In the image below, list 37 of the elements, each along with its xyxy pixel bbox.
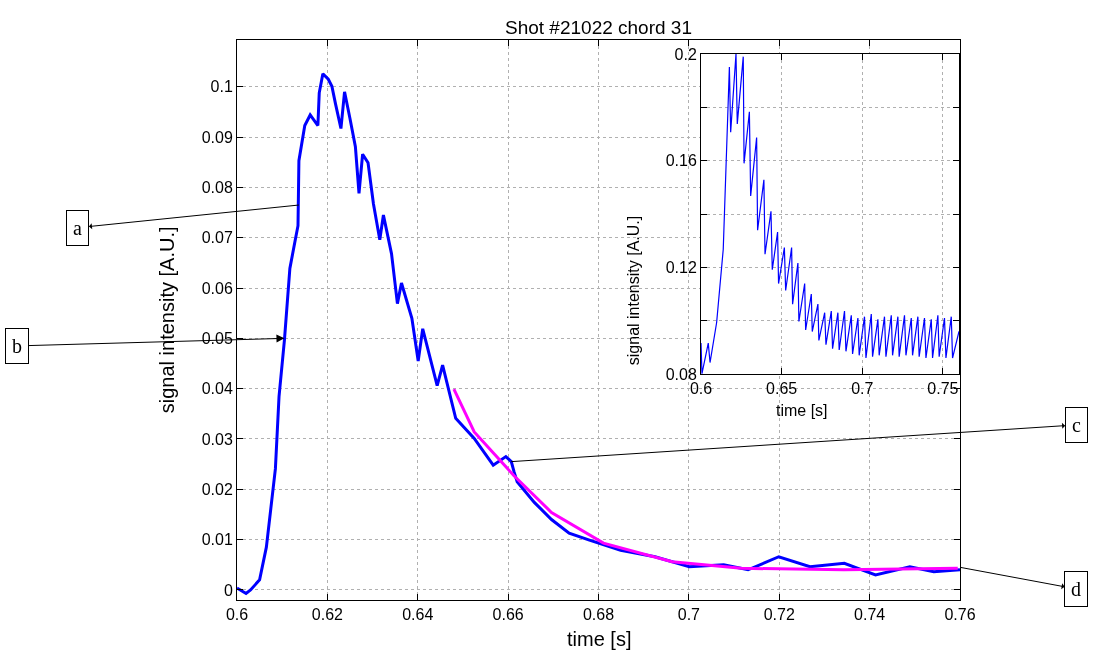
- y-tick-label: 0.04: [201, 380, 233, 398]
- y-tick-label: 0.08: [201, 179, 233, 197]
- x-tick-label: 0.75: [927, 380, 959, 398]
- x-tick-label: 0.74: [854, 606, 886, 624]
- x-tick-label: 0.6: [689, 380, 713, 398]
- y-tick-label: 0.09: [201, 128, 233, 146]
- y-tick-label: 0.08: [665, 365, 697, 383]
- annotation: b: [12, 335, 22, 357]
- y-tick-label: 0.07: [201, 229, 233, 247]
- x-axis-title: time [s]: [776, 402, 828, 419]
- x-tick-label: 0.76: [944, 606, 976, 624]
- x-tick-label: 0.72: [763, 606, 795, 624]
- annotation: d: [1071, 578, 1081, 600]
- x-tick-label: 0.7: [851, 380, 874, 398]
- x-tick-label: 0.66: [492, 606, 524, 624]
- x-tick-label: 0.6: [225, 606, 249, 624]
- annotation: a: [73, 217, 82, 239]
- y-tick-label: 0.01: [201, 531, 233, 549]
- line-series: [237, 72, 960, 595]
- x-tick-label: 0.65: [766, 380, 798, 398]
- x-tick-label: 0.68: [582, 606, 615, 624]
- x-tick-label: 0.7: [677, 606, 701, 624]
- y-tick-label: 0.12: [665, 258, 697, 276]
- x-axis-title: time [s]: [567, 628, 632, 650]
- x-tick-label: 0.62: [311, 606, 344, 624]
- chart-title: Shot #21022 chord 31: [505, 17, 692, 38]
- y-tick-label: 0.06: [201, 279, 233, 297]
- y-tick-label: 0.1: [210, 78, 233, 96]
- y-tick-label: 0.02: [201, 480, 233, 498]
- x-tick-label: 0.64: [402, 606, 434, 624]
- y-tick-label: 0.03: [201, 430, 233, 448]
- y-tick-label: 0.2: [674, 45, 697, 63]
- y-tick-label: 0: [223, 581, 233, 599]
- annotation: c: [1072, 414, 1081, 436]
- y-axis-title: signal intensity [A.U.]: [625, 215, 643, 366]
- y-axis-title: signal intensity [A.U.]: [156, 226, 179, 414]
- y-tick-label: 0.16: [665, 152, 697, 170]
